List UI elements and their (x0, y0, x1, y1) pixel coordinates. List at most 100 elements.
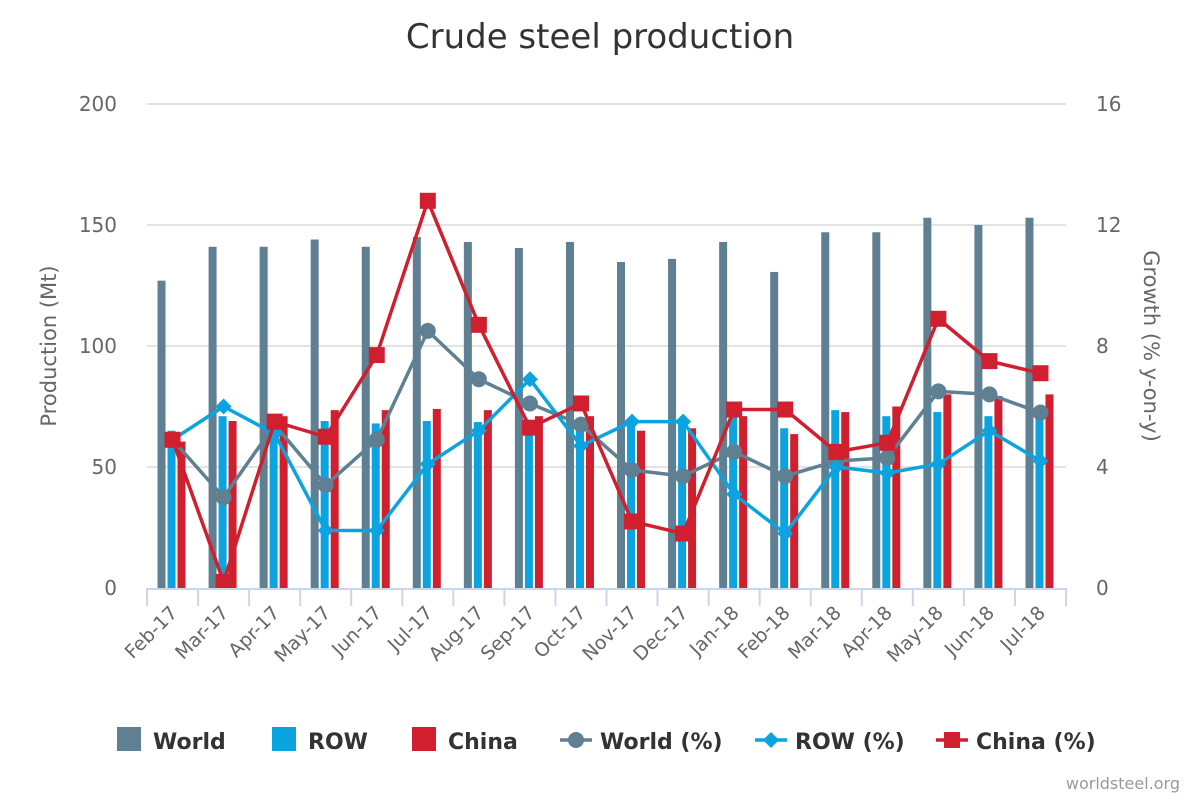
point-row (828, 459, 845, 475)
bar-china (943, 394, 952, 588)
y2-tick-label: 16 (1096, 92, 1121, 116)
legend-marker (763, 732, 779, 748)
x-tick-label: Sep-17 (477, 602, 540, 665)
bar-china (994, 396, 1003, 588)
legend-label: World (153, 730, 226, 755)
point-world (470, 371, 487, 388)
bar-world (770, 271, 779, 588)
point-row (675, 413, 692, 430)
x-tick-label: Jun-17 (327, 602, 386, 661)
bar-china (892, 406, 901, 588)
point-world (1032, 404, 1049, 421)
legend-item-china[interactable]: China (412, 727, 518, 755)
point-row (521, 371, 538, 388)
point-row (879, 465, 896, 482)
bar-world (872, 232, 881, 588)
bar-world (412, 237, 421, 588)
bar-row (933, 412, 942, 588)
bar-world (310, 239, 319, 588)
bar-row (422, 421, 431, 588)
x-tick-label: Jan-18 (685, 602, 744, 661)
point-row (1032, 452, 1049, 469)
legend-swatch (272, 727, 296, 751)
point-row (215, 398, 232, 415)
point-china (624, 513, 641, 530)
point-world (726, 443, 743, 460)
bar-world (361, 246, 370, 588)
point-row (470, 422, 487, 439)
point-world (419, 322, 436, 339)
legend-item-row[interactable]: ROW (272, 727, 368, 755)
point-world (521, 395, 538, 412)
point-china (215, 573, 232, 590)
x-tick-label: May-18 (883, 602, 948, 667)
y-tick-label: 100 (79, 334, 117, 358)
bar-world (719, 241, 728, 588)
point-world (981, 386, 998, 403)
bar-row (320, 421, 329, 588)
bar-row (575, 418, 584, 588)
bar-china (330, 410, 339, 588)
bar-world (1025, 217, 1034, 589)
x-tick-label: Dec-17 (629, 602, 693, 666)
bar-world (668, 258, 677, 588)
point-china (777, 401, 794, 418)
x-tick-label: Jul-18 (996, 602, 1050, 656)
bar-row (1035, 413, 1044, 588)
point-row (419, 455, 436, 472)
y-tick-label: 200 (79, 92, 117, 116)
y2-tick-label: 4 (1096, 455, 1109, 479)
bar-world (821, 232, 830, 588)
point-china (828, 443, 845, 460)
credit-text[interactable]: worldsteel.org (1066, 774, 1180, 793)
point-world (317, 477, 334, 494)
point-world (675, 468, 692, 485)
point-world (572, 416, 589, 433)
bar-china (177, 441, 186, 588)
legend-label: China (%) (976, 730, 1096, 755)
point-row (624, 413, 641, 430)
y2-tick-label: 12 (1096, 213, 1121, 237)
bar-world (463, 241, 472, 588)
bar-china (1045, 394, 1054, 588)
legend-item-row[interactable]: ROW (%) (755, 730, 905, 755)
x-tick-label: May-17 (270, 602, 335, 667)
bar-china (585, 416, 594, 588)
bar-china (381, 410, 390, 588)
y2-axis-ticks: 0 4 8 12 16 (1096, 92, 1121, 600)
legend-label: ROW (308, 730, 368, 755)
bar-china (432, 408, 441, 588)
legend-marker (568, 732, 584, 748)
point-world (215, 489, 232, 506)
bar-row (627, 421, 636, 588)
legend-label: China (448, 730, 518, 755)
point-china (317, 428, 334, 445)
point-world (368, 431, 385, 448)
point-china (368, 347, 385, 364)
chart-title: Crude steel production (406, 17, 794, 57)
legend-item-world[interactable]: World (%) (560, 730, 723, 755)
legend-item-world[interactable]: World (117, 727, 226, 755)
y2-tick-label: 0 (1096, 576, 1109, 600)
point-row (930, 455, 947, 472)
bar-row (473, 421, 482, 588)
y-tick-label: 150 (79, 213, 117, 237)
point-china (981, 353, 998, 370)
point-row (368, 522, 385, 539)
bar-row (167, 430, 176, 588)
y-axis-label: Production (Mt) (37, 265, 61, 426)
legend-marker (944, 732, 960, 748)
bar-world (208, 246, 217, 588)
bar-row (831, 410, 840, 588)
bar-china (279, 416, 288, 588)
point-row (981, 422, 998, 439)
point-china (572, 395, 589, 412)
legend-item-china[interactable]: China (%) (936, 730, 1096, 755)
point-china (930, 310, 947, 327)
point-china (1032, 365, 1049, 382)
bar-china (637, 430, 646, 588)
y2-axis-label: Growth (% y-on-y) (1139, 250, 1163, 442)
line-row (171, 377, 1042, 536)
point-china (164, 431, 181, 448)
y2-tick-label: 8 (1096, 334, 1109, 358)
